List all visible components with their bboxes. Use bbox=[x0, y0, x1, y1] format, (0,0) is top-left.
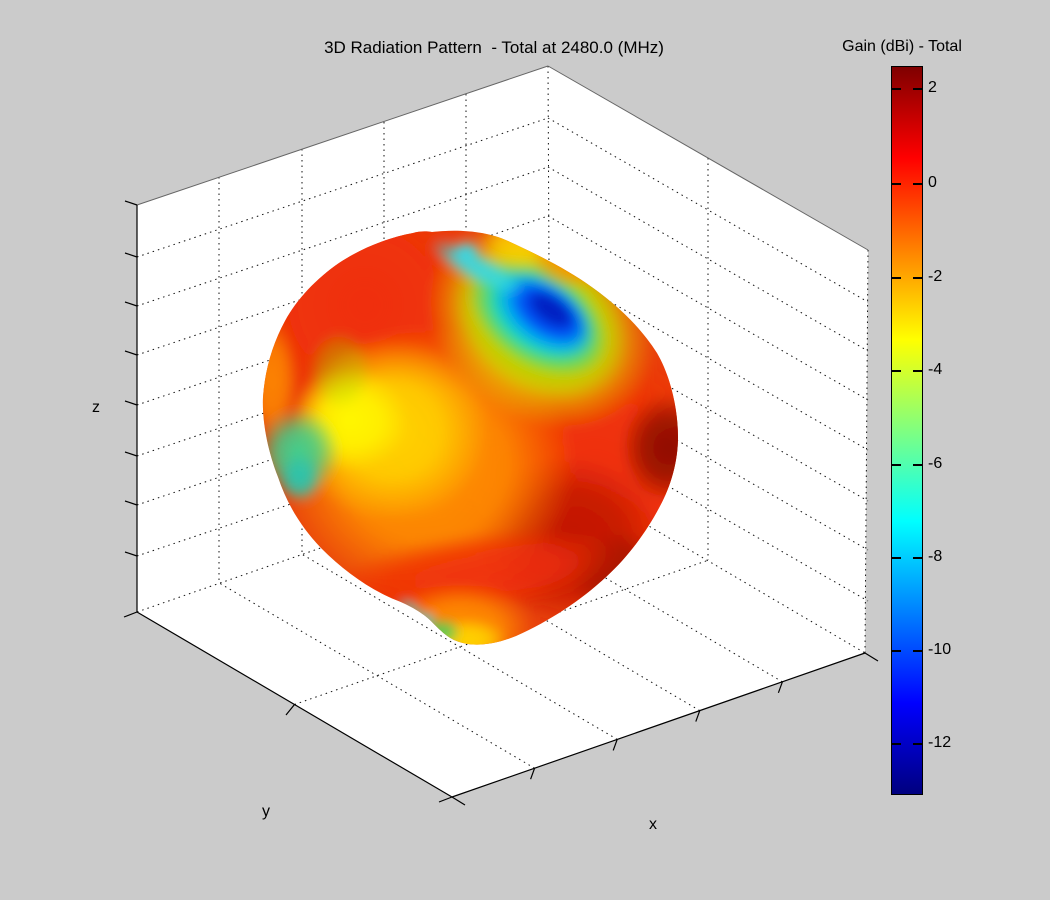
colorbar-tick-label: 2 bbox=[928, 79, 937, 96]
colorbar-tick bbox=[913, 743, 922, 745]
colorbar-tick bbox=[892, 650, 901, 652]
colorbar-tick-label: -2 bbox=[928, 268, 943, 285]
x-axis-line bbox=[451, 652, 866, 798]
colorbar-tick bbox=[913, 650, 922, 652]
colorbar-tick bbox=[913, 183, 922, 185]
colorbar-tick bbox=[913, 88, 922, 90]
colorbar-tick bbox=[892, 464, 901, 466]
colorbar-tick bbox=[913, 557, 922, 559]
colorbar-title: Gain (dBi) - Total bbox=[842, 38, 962, 55]
colorbar-tick bbox=[892, 743, 901, 745]
colorbar-tick-label: -8 bbox=[928, 548, 943, 565]
axis-ticks bbox=[123, 200, 879, 806]
colorbar-tick bbox=[892, 557, 901, 559]
colorbar-tick-label: -12 bbox=[928, 734, 952, 751]
plot-title: 3D Radiation Pattern - Total at 2480.0 (… bbox=[324, 38, 664, 57]
colorbar bbox=[891, 66, 923, 795]
colorbar-tick bbox=[913, 277, 922, 279]
box-edges bbox=[136, 65, 869, 251]
colorbar-tick bbox=[892, 183, 901, 185]
colorbar-tick bbox=[892, 370, 901, 372]
colorbar-tick-label: 0 bbox=[928, 174, 937, 191]
y-axis-label: y bbox=[262, 803, 270, 820]
colorbar-tick bbox=[892, 277, 901, 279]
colorbar-tick bbox=[892, 88, 901, 90]
colorbar-tick-label: -10 bbox=[928, 641, 952, 658]
colorbar-tick bbox=[913, 370, 922, 372]
x-axis-label: x bbox=[649, 816, 657, 833]
colorbar-tick-label: -6 bbox=[928, 455, 943, 472]
z-axis-label: z bbox=[92, 399, 100, 416]
colorbar-tick bbox=[913, 464, 922, 466]
colorbar-tick-label: -4 bbox=[928, 361, 943, 378]
